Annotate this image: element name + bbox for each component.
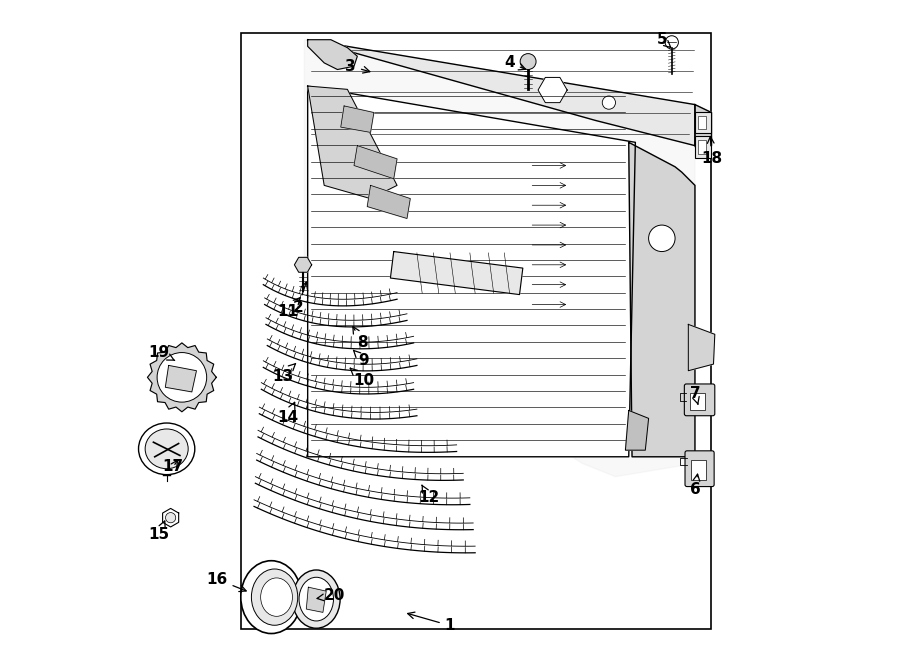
FancyBboxPatch shape [684, 384, 715, 416]
Circle shape [665, 36, 679, 49]
Bar [698, 116, 706, 129]
Text: 11: 11 [277, 298, 301, 318]
Text: 3: 3 [346, 59, 370, 73]
Polygon shape [341, 106, 374, 132]
Polygon shape [354, 146, 397, 179]
Text: 1: 1 [408, 612, 455, 633]
Ellipse shape [299, 577, 334, 621]
Text: 8: 8 [353, 326, 368, 350]
Polygon shape [391, 252, 523, 295]
Polygon shape [148, 343, 216, 412]
Polygon shape [308, 40, 695, 146]
Text: 7: 7 [689, 387, 700, 404]
Text: 9: 9 [354, 350, 369, 368]
Bar [691, 460, 706, 480]
Text: 18: 18 [701, 136, 722, 166]
Text: 16: 16 [206, 572, 247, 592]
Polygon shape [306, 587, 326, 612]
Text: 13: 13 [272, 363, 295, 383]
Polygon shape [308, 86, 635, 457]
Polygon shape [163, 508, 179, 527]
Text: 19: 19 [148, 345, 175, 361]
Text: 6: 6 [689, 474, 700, 497]
Text: 12: 12 [418, 485, 439, 505]
Bar [241, 33, 712, 629]
Circle shape [166, 512, 176, 523]
Polygon shape [294, 258, 311, 272]
Polygon shape [308, 40, 357, 70]
Ellipse shape [251, 569, 298, 625]
Polygon shape [304, 40, 695, 477]
Ellipse shape [139, 423, 194, 475]
Polygon shape [538, 77, 567, 103]
Polygon shape [166, 365, 196, 392]
Polygon shape [688, 324, 715, 371]
Polygon shape [629, 142, 695, 457]
Polygon shape [626, 410, 649, 450]
Circle shape [602, 96, 616, 109]
Circle shape [158, 353, 207, 402]
Polygon shape [367, 185, 410, 218]
Ellipse shape [261, 578, 292, 616]
Polygon shape [695, 105, 712, 154]
Bar [695, 112, 712, 133]
Bar [690, 393, 705, 410]
Ellipse shape [292, 570, 340, 628]
Text: 14: 14 [277, 402, 299, 424]
Ellipse shape [145, 429, 188, 469]
Text: 15: 15 [148, 521, 169, 542]
Text: 2: 2 [292, 282, 308, 315]
Polygon shape [308, 86, 397, 199]
Text: 10: 10 [350, 368, 374, 388]
Circle shape [649, 225, 675, 252]
Bar [698, 140, 706, 154]
Circle shape [520, 54, 536, 70]
Ellipse shape [241, 561, 302, 634]
Text: 5: 5 [656, 32, 670, 48]
Text: 20: 20 [317, 589, 345, 603]
FancyBboxPatch shape [685, 451, 714, 487]
Bar [695, 136, 712, 158]
Text: 17: 17 [163, 459, 184, 474]
Text: 4: 4 [504, 56, 526, 70]
